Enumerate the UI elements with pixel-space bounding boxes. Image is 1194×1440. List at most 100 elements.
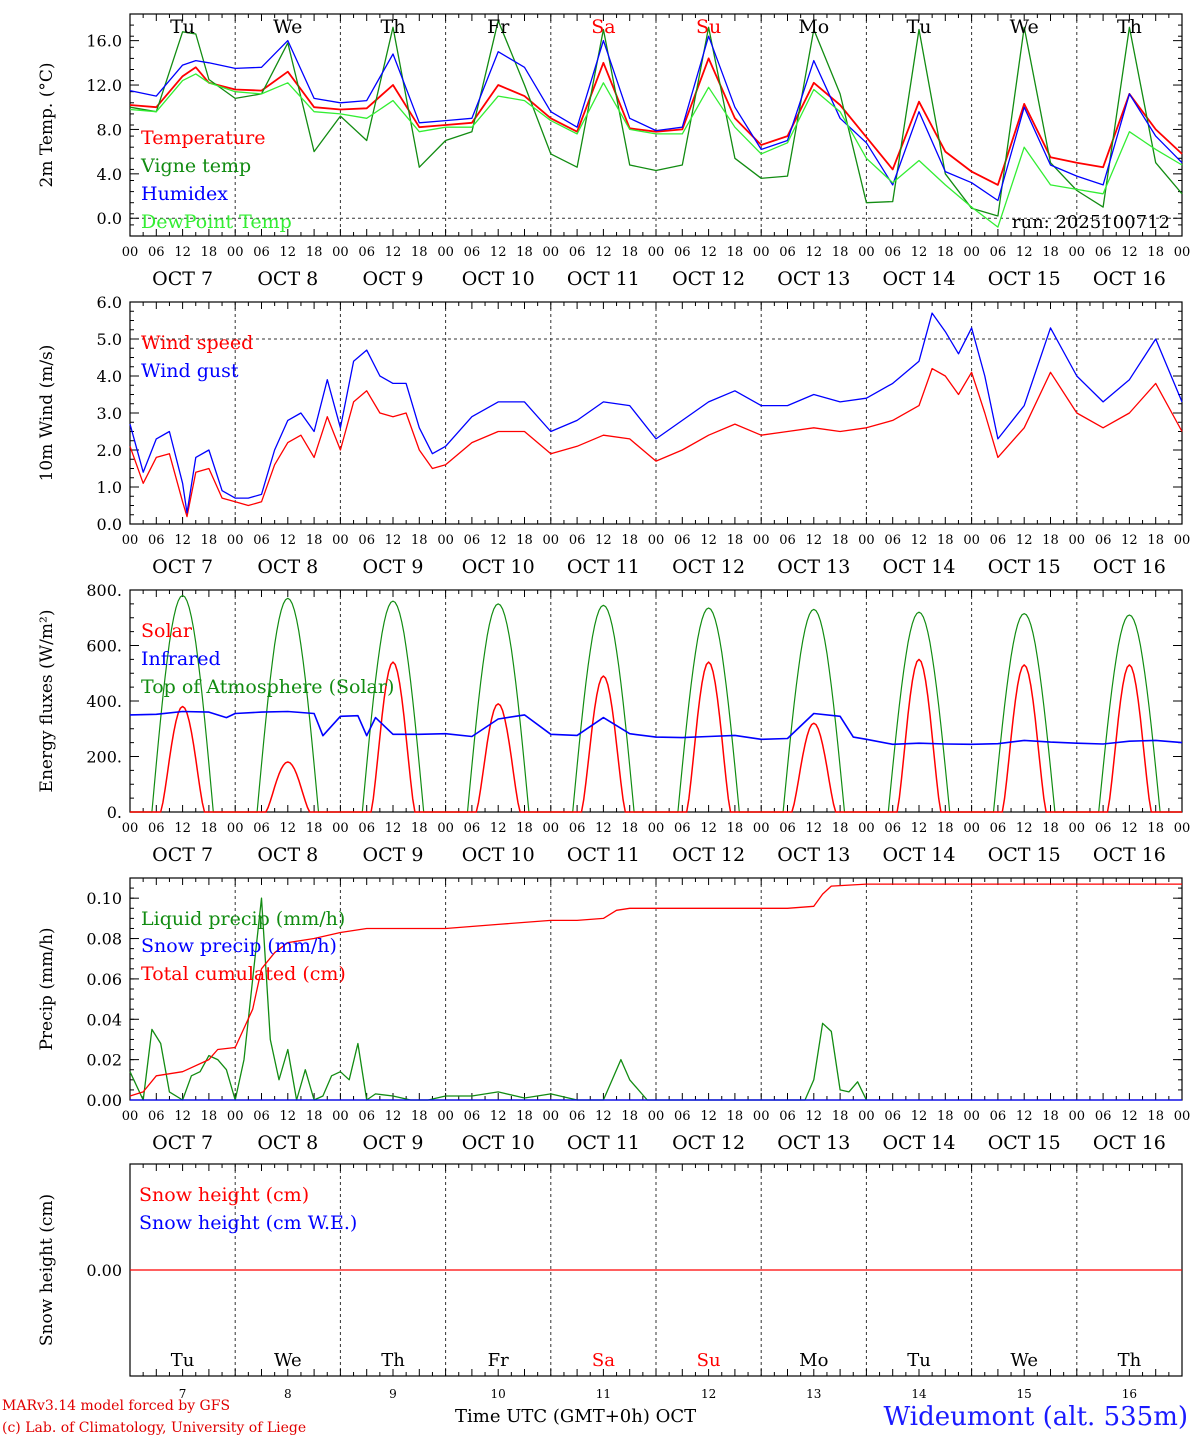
temp-hour-label: 18 <box>306 245 323 260</box>
temp-date-label: OCT 12 <box>672 268 745 290</box>
precip-hour-label: 00 <box>1069 1109 1086 1124</box>
wind-series-0-line <box>129 367 1183 518</box>
energy-hour-label: 12 <box>595 821 612 836</box>
energy-toa-day-curve <box>761 608 867 813</box>
energy-hour-label: 12 <box>806 821 823 836</box>
temp-hour-label: 00 <box>227 245 244 260</box>
snow-weekday-label: Mo <box>799 1350 828 1371</box>
energy-hour-label: 12 <box>1016 821 1033 836</box>
energy-solar-day-curve <box>130 705 236 813</box>
wind-hour-label: 18 <box>832 533 849 548</box>
snow-date-number: 11 <box>596 1387 611 1401</box>
precip-hour-label: 06 <box>464 1109 481 1124</box>
wind-y-tick-label: 4.0 <box>97 367 122 386</box>
temp-hour-label: 12 <box>1121 245 1138 260</box>
precip-hour-label: 06 <box>674 1109 691 1124</box>
snow-date-number: 13 <box>806 1387 821 1401</box>
temp-hour-label: 06 <box>779 245 796 260</box>
wind-hour-label: 00 <box>1069 533 1086 548</box>
energy-solar-day-curve <box>866 658 972 813</box>
temp-hour-label: 18 <box>411 245 428 260</box>
x-axis-month: OCT <box>655 1406 697 1427</box>
energy-hour-label: 00 <box>332 821 349 836</box>
temp-y-tick-label: 12.0 <box>86 76 122 95</box>
wind-hour-label: 06 <box>779 533 796 548</box>
energy-solar-day-curve <box>761 722 867 813</box>
energy-toa-day-curve <box>340 600 446 813</box>
precip-date-label: OCT 15 <box>988 1132 1061 1154</box>
energy-hour-label: 00 <box>1069 821 1086 836</box>
wind-hour-label: 18 <box>1147 533 1164 548</box>
x-axis-title-text: Time UTC (GMT+0h) <box>455 1406 650 1427</box>
precip-hour-label: 00 <box>648 1109 665 1124</box>
snow-date-number: 9 <box>389 1387 397 1401</box>
energy-solar-day-curve <box>445 703 551 813</box>
temp-hour-label: 18 <box>727 245 744 260</box>
precip-hour-label: 18 <box>1147 1109 1164 1124</box>
precip-date-label: OCT 14 <box>882 1132 955 1154</box>
wind-hour-label: 12 <box>1121 533 1138 548</box>
temp-weekday-label: Th <box>381 16 406 38</box>
energy-hour-label: 06 <box>148 821 165 836</box>
precip-hour-label: 06 <box>148 1109 165 1124</box>
precip-hour-label: 12 <box>385 1109 402 1124</box>
energy-hour-label: 12 <box>911 821 928 836</box>
wind-hour-label: 06 <box>884 533 901 548</box>
temp-hour-label: 18 <box>937 245 954 260</box>
precip-y-tick-label: 0.10 <box>86 889 122 908</box>
precip-legend-2: Total cumulated (cm) <box>141 963 346 985</box>
precip-hour-label: 18 <box>727 1109 744 1124</box>
energy-hour-label: 06 <box>779 821 796 836</box>
wind-hour-label: 12 <box>806 533 823 548</box>
energy-toa-day-curve <box>1076 614 1182 813</box>
wind-date-label: OCT 10 <box>462 556 535 578</box>
temp-date-label: OCT 15 <box>988 268 1061 290</box>
temp-hour-label: 12 <box>595 245 612 260</box>
temp-hour-label: 00 <box>122 245 139 260</box>
energy-hour-label: 18 <box>201 821 218 836</box>
wind-hour-label: 18 <box>411 533 428 548</box>
wind-hour-label: 00 <box>437 533 454 548</box>
wind-date-label: OCT 8 <box>257 556 318 578</box>
precip-hour-label: 00 <box>332 1109 349 1124</box>
energy-toa-day-curve <box>235 597 341 813</box>
precip-date-label: OCT 13 <box>777 1132 850 1154</box>
wind-y-tick-label: 0.0 <box>97 515 122 534</box>
temp-hour-label: 00 <box>543 245 560 260</box>
temp-hour-label: 00 <box>753 245 770 260</box>
snow-weekday-label: Fr <box>488 1350 509 1371</box>
temp-hour-label: 12 <box>806 245 823 260</box>
temp-y-tick-label: 4.0 <box>97 165 122 184</box>
energy-hour-label: 18 <box>1147 821 1164 836</box>
temp-hour-label: 12 <box>1016 245 1033 260</box>
precip-hour-label: 12 <box>595 1109 612 1124</box>
temp-date-label: OCT 8 <box>257 268 318 290</box>
energy-legend-0: Solar <box>141 620 193 642</box>
wind-hour-label: 18 <box>937 533 954 548</box>
precip-hour-label: 18 <box>937 1109 954 1124</box>
energy-y-tick-label: 0. <box>107 803 122 822</box>
energy-hour-label: 00 <box>753 821 770 836</box>
precip-y-tick-label: 0.00 <box>86 1091 122 1110</box>
precip-hour-label: 06 <box>569 1109 586 1124</box>
wind-y-axis-label: 10m Wind (m/s) <box>37 345 57 482</box>
precip-y-tick-label: 0.08 <box>86 930 122 949</box>
temp-date-label: OCT 7 <box>152 268 213 290</box>
wind-hour-label: 06 <box>358 533 375 548</box>
temp-legend-2: Humidex <box>141 183 228 205</box>
wind-series-1-line <box>129 312 1183 514</box>
snow-date-number: 14 <box>911 1387 927 1401</box>
energy-hour-label: 00 <box>858 821 875 836</box>
energy-hour-label: 18 <box>832 821 849 836</box>
energy-hour-label: 06 <box>884 821 901 836</box>
wind-hour-label: 00 <box>753 533 770 548</box>
energy-y-tick-label: 800. <box>86 581 122 600</box>
precip-hour-label: 00 <box>963 1109 980 1124</box>
wind-hour-label: 12 <box>595 533 612 548</box>
precip-legend-1: Snow precip (mm/h) <box>141 935 337 957</box>
temp-hour-label: 18 <box>832 245 849 260</box>
precip-hour-label: 00 <box>1174 1109 1191 1124</box>
energy-date-label: OCT 8 <box>257 844 318 866</box>
temp-date-label: OCT 11 <box>567 268 640 290</box>
